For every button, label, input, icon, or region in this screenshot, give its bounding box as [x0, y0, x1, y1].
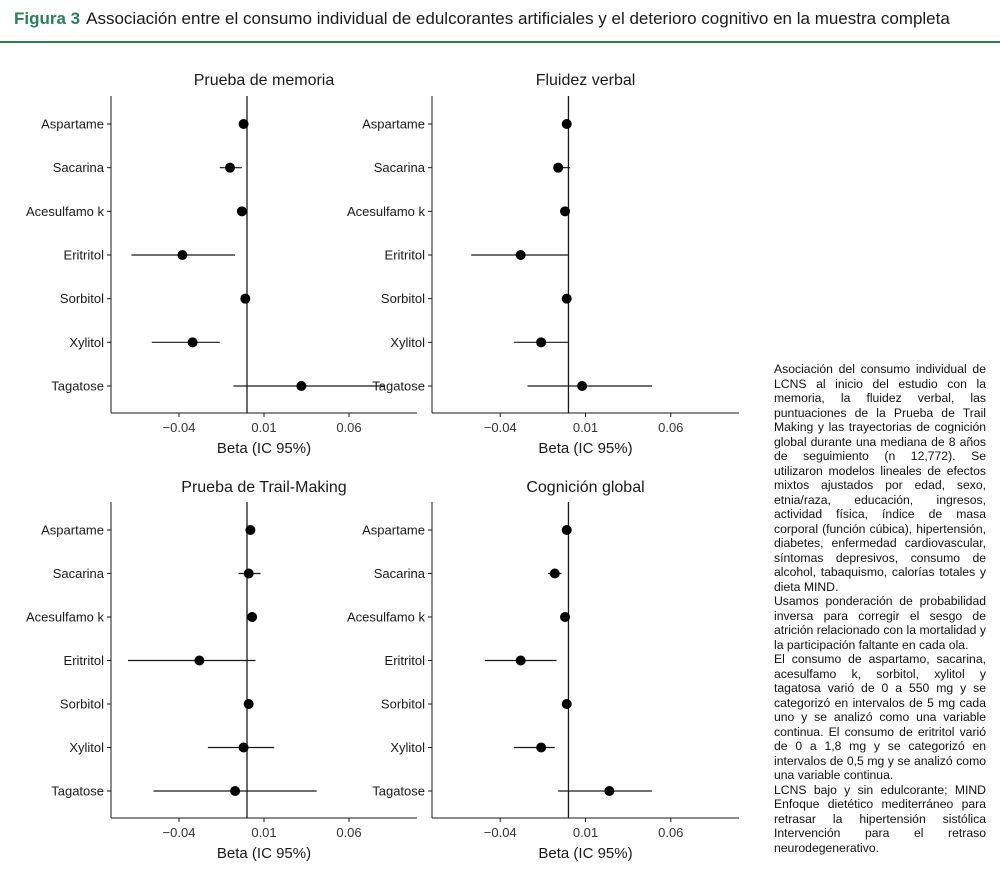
- estimate-point: [230, 786, 241, 796]
- estimate-point: [247, 612, 258, 622]
- y-tick-label: Tagatose: [372, 784, 425, 799]
- estimate-point: [561, 119, 572, 129]
- panel-title: Prueba de Trail-Making: [181, 479, 346, 496]
- x-tick-label: 0.01: [573, 825, 598, 840]
- estimate-point: [515, 655, 526, 666]
- estimate-point: [238, 742, 249, 753]
- y-tick-label: Xylitol: [69, 740, 104, 755]
- figure-caption: Asociación del consumo individual de LCN…: [774, 362, 986, 855]
- x-tick-label: 0.01: [573, 420, 598, 435]
- x-axis-label: Beta (IC 95%): [217, 440, 311, 457]
- y-tick-label: Acesulfamo k: [347, 610, 426, 625]
- estimate-point: [236, 206, 247, 217]
- y-tick-label: Eritritol: [64, 248, 105, 263]
- estimate-point: [536, 337, 547, 348]
- estimate-point: [296, 381, 307, 391]
- y-tick-label: Sorbitol: [381, 291, 425, 306]
- y-tick-label: Acesulfamo k: [26, 610, 105, 625]
- estimate-point: [187, 337, 198, 348]
- figure-label: Figura 3: [14, 9, 81, 28]
- y-tick-label: Aspartame: [362, 523, 425, 538]
- estimate-point: [561, 293, 572, 304]
- x-tick-label: −0.04: [484, 420, 517, 435]
- y-tick-label: Xylitol: [390, 740, 425, 755]
- estimate-point: [561, 525, 572, 535]
- estimate-point: [194, 655, 205, 666]
- y-tick-label: Tagatose: [372, 379, 425, 394]
- y-tick-label: Aspartame: [362, 117, 425, 132]
- estimate-point: [238, 119, 249, 129]
- panel-title: Cognición global: [526, 479, 644, 496]
- y-tick-label: Aspartame: [41, 117, 104, 132]
- caption-paragraph: El consumo de aspartamo, sacarina, acesu…: [774, 652, 986, 782]
- y-tick-label: Xylitol: [69, 335, 104, 350]
- figure-title: Associación entre el consumo individual …: [86, 9, 950, 28]
- x-tick-label: 0.01: [251, 420, 276, 435]
- y-tick-label: Acesulfamo k: [26, 204, 105, 219]
- y-tick-label: Xylitol: [390, 335, 425, 350]
- y-tick-label: Eritritol: [385, 248, 426, 263]
- y-tick-label: Sorbitol: [381, 697, 425, 712]
- x-tick-label: −0.04: [163, 825, 196, 840]
- estimate-point: [243, 699, 254, 709]
- estimate-point: [245, 525, 256, 535]
- x-tick-label: 0.06: [336, 420, 361, 435]
- y-tick-label: Sacarina: [53, 566, 105, 581]
- y-tick-label: Eritritol: [64, 653, 105, 668]
- estimate-point: [553, 162, 564, 173]
- estimate-point: [243, 568, 254, 579]
- x-axis-label: Beta (IC 95%): [538, 845, 632, 862]
- x-axis-label: Beta (IC 95%): [217, 845, 311, 862]
- estimate-point: [225, 162, 235, 173]
- y-tick-label: Acesulfamo k: [347, 204, 426, 219]
- caption-paragraph: Usamos ponderación de probabilidad inver…: [774, 594, 986, 652]
- estimate-point: [560, 206, 571, 217]
- y-tick-label: Tagatose: [51, 379, 104, 394]
- x-axis-label: Beta (IC 95%): [538, 440, 632, 457]
- header-rule: [0, 41, 1000, 43]
- y-tick-label: Sacarina: [53, 160, 105, 175]
- caption-paragraph: LCNS bajo y sin edulcorante; MIND Enfoqu…: [774, 782, 986, 855]
- estimate-point: [604, 786, 615, 796]
- estimate-point: [177, 250, 188, 260]
- estimate-point: [561, 699, 572, 709]
- estimate-point: [536, 742, 547, 753]
- x-tick-label: −0.04: [163, 420, 196, 435]
- figure-header: Figura 3 Associación entre el consumo ind…: [14, 8, 986, 30]
- estimate-point: [577, 381, 588, 391]
- estimate-point: [515, 250, 526, 260]
- x-tick-label: 0.06: [658, 825, 683, 840]
- y-tick-label: Eritritol: [385, 653, 426, 668]
- x-tick-label: 0.06: [658, 420, 683, 435]
- estimate-point: [549, 568, 560, 579]
- estimate-point: [560, 612, 571, 622]
- estimate-point: [240, 293, 251, 304]
- y-tick-label: Sorbitol: [60, 291, 104, 306]
- y-tick-label: Tagatose: [51, 784, 104, 799]
- x-tick-label: −0.04: [484, 825, 517, 840]
- caption-paragraph: Asociación del consumo individual de LCN…: [774, 362, 986, 594]
- y-tick-label: Sacarina: [374, 160, 426, 175]
- y-tick-label: Sorbitol: [60, 697, 104, 712]
- panel-title: Fluidez verbal: [536, 72, 636, 89]
- x-tick-label: 0.06: [336, 825, 361, 840]
- y-tick-label: Aspartame: [41, 523, 104, 538]
- x-tick-label: 0.01: [251, 825, 276, 840]
- panel-title: Prueba de memoria: [194, 72, 335, 89]
- y-tick-label: Sacarina: [374, 566, 426, 581]
